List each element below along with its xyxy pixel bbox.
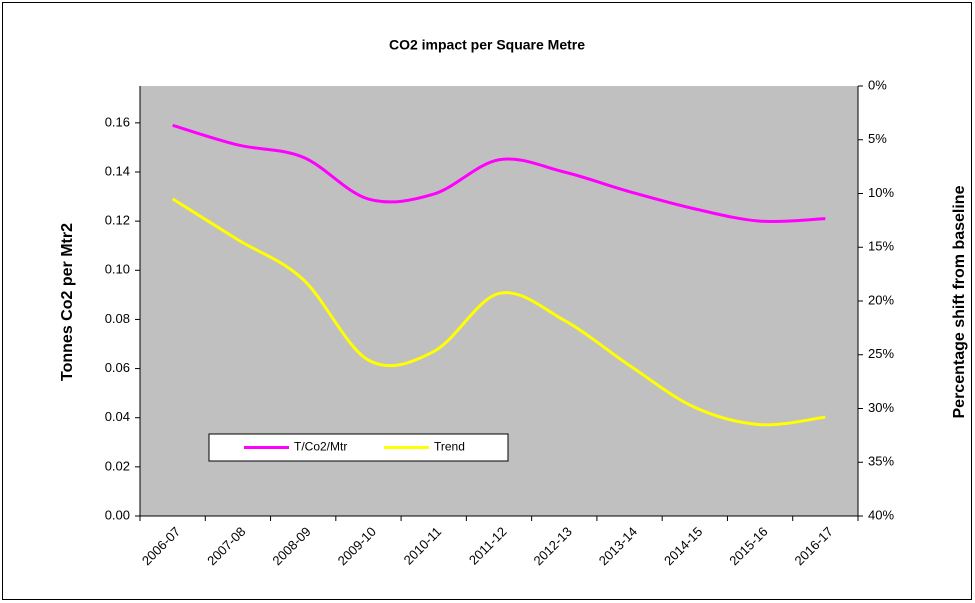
y2-tick-label: 35% <box>868 454 894 469</box>
y2-tick-label: 40% <box>868 507 894 522</box>
y-tick-label: 0.12 <box>105 213 130 228</box>
series-line <box>171 197 826 427</box>
legend-label: T/Co2/Mtr <box>294 440 347 454</box>
y-axis-label: Tonnes Co2 per Mtr2 <box>59 223 76 381</box>
y2-tick-label: 5% <box>868 131 887 146</box>
y-tick-label: 0.06 <box>105 360 130 375</box>
series-line <box>172 123 826 224</box>
y-tick-label: 0.08 <box>105 311 130 326</box>
chart-title: CO2 impact per Square Metre <box>389 37 585 53</box>
y2-tick-label: 30% <box>868 400 894 415</box>
y2-axis-label: Percentage shift from baseline <box>951 185 968 418</box>
y2-tick-label: 20% <box>868 292 894 307</box>
y-tick-label: 0.04 <box>105 409 130 424</box>
legend-label: Trend <box>434 440 465 454</box>
y-tick-label: 0.14 <box>105 163 130 178</box>
y2-tick-label: 10% <box>868 185 894 200</box>
y2-tick-label: 15% <box>868 239 894 254</box>
y-tick-label: 0.00 <box>105 507 130 522</box>
y-tick-label: 0.02 <box>105 458 130 473</box>
y-tick-label: 0.10 <box>105 262 130 277</box>
y2-tick-label: 0% <box>868 77 887 92</box>
y2-tick-label: 25% <box>868 346 894 361</box>
y-tick-label: 0.16 <box>105 114 130 129</box>
